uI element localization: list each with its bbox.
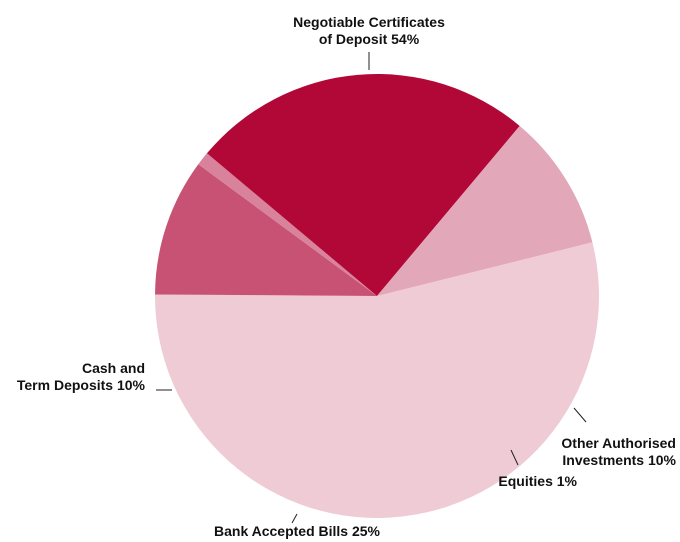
slice-label: Equities 1% — [498, 473, 577, 489]
slice-label-line: Negotiable Certificates — [293, 14, 445, 30]
slice-label-line: Cash and — [82, 360, 145, 376]
slice-labels: Negotiable Certificates of Deposit 54% Oth… — [17, 14, 677, 539]
leader-line — [510, 449, 519, 466]
pie-slice-equities — [198, 153, 377, 296]
slice-label: Other Authorised Investments 10% — [561, 435, 676, 468]
pie-slice-negotiable-certificates-of-deposit — [155, 242, 600, 518]
pie-slices — [155, 74, 600, 518]
slice-label-line: Investments 10% — [562, 452, 676, 468]
pie-slice-cash-and-term-deposits — [377, 125, 593, 296]
slice-label-line: of Deposit 54% — [319, 31, 420, 47]
slice-label-line: Other Authorised — [561, 435, 676, 451]
pie-slice-other-authorised-investments — [155, 164, 377, 296]
slice-label: Negotiable Certificates of Deposit 54% — [293, 14, 445, 47]
slice-label: Cash and Term Deposits 10% — [17, 360, 146, 393]
slice-label: Bank Accepted Bills 25% — [214, 523, 381, 539]
slice-label-line: Bank Accepted Bills 25% — [214, 523, 381, 539]
slice-label-line: Term Deposits 10% — [17, 377, 146, 393]
leader-line — [291, 513, 298, 524]
pie-slice-bank-accepted-bills — [206, 74, 520, 296]
leader-lines — [156, 52, 587, 524]
leader-line — [573, 407, 587, 423]
slice-label-line: Equities 1% — [498, 473, 577, 489]
